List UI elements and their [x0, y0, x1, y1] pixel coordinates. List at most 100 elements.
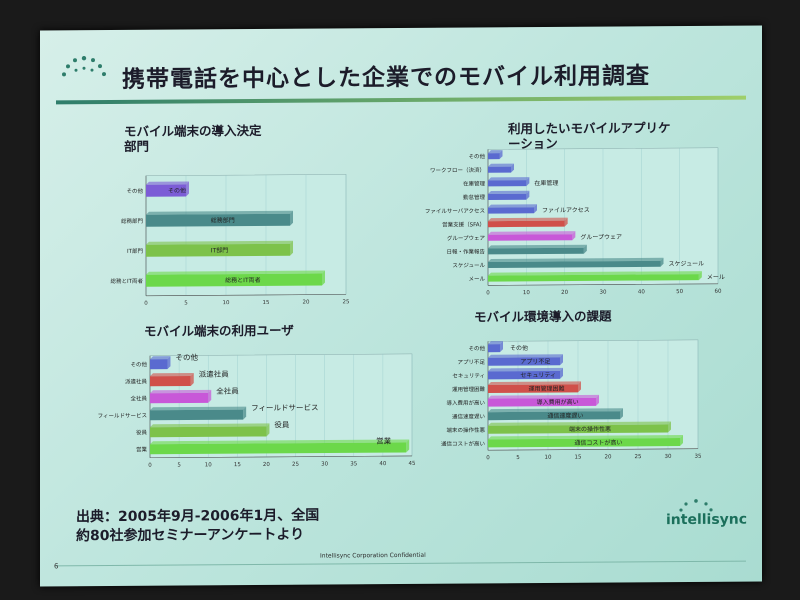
- data-label: 役員: [274, 419, 289, 429]
- bar-side-face: [668, 421, 671, 433]
- data-label: 端末の操作性悪: [569, 425, 611, 433]
- bar: [488, 424, 668, 434]
- y-tick-label: 総務部門: [121, 217, 143, 225]
- y-tick-label: セキュリティ: [452, 372, 485, 379]
- bar-side-face: [499, 150, 503, 160]
- source-note: 出典：2005年9月-2006年1月、全国 約80社参加セミナーアンケートより: [76, 507, 319, 547]
- bar: [150, 375, 191, 387]
- x-tick-label: 15: [575, 455, 582, 461]
- bar-side-face: [564, 217, 568, 227]
- data-label: 全社員: [216, 386, 239, 396]
- x-tick-label: 20: [605, 454, 612, 460]
- presentation-slide: 携帯電話を中心とした企業でのモバイル利用調査 モバイル端末の導入決定 部門 利用…: [40, 25, 762, 587]
- slide-title: 携帯電話を中心とした企業でのモバイル利用調査: [122, 63, 650, 93]
- bar-top-face: [488, 163, 514, 167]
- x-tick-label: 0: [486, 455, 490, 461]
- bar: [488, 411, 620, 421]
- bar: [488, 180, 527, 187]
- bar-top-face: [488, 217, 568, 222]
- bar: [150, 409, 244, 421]
- bar: [488, 357, 560, 366]
- bar-top-face: [150, 389, 212, 394]
- y-tick-label: 総務とIT両者: [111, 277, 144, 285]
- bar-top-face: [488, 150, 503, 154]
- bar-side-face: [572, 231, 576, 241]
- bar-side-face: [266, 423, 270, 437]
- bar-top-face: [488, 354, 563, 358]
- x-tick-label: 20: [263, 462, 270, 468]
- y-tick-label: スケジュール: [452, 262, 485, 269]
- data-label: その他: [168, 187, 186, 195]
- x-tick-label: 0: [148, 463, 152, 469]
- x-tick-label: 35: [695, 454, 702, 460]
- bar-side-face: [596, 394, 599, 406]
- x-tick-label: 40: [379, 461, 386, 467]
- x-tick-label: 50: [676, 289, 683, 295]
- chart-title-line: モバイル端末の利用ユーザ: [144, 322, 294, 339]
- bar: [146, 213, 290, 227]
- bar-top-face: [488, 341, 503, 345]
- chart-title-decision-dept: モバイル端末の導入決定 部門: [124, 123, 262, 154]
- brand-name: intellisync: [666, 511, 748, 529]
- bar: [488, 234, 573, 241]
- data-label: アプリ不足: [520, 358, 550, 365]
- data-label: 運用管理困難: [529, 384, 565, 392]
- y-tick-label: 在庫管理: [463, 179, 485, 187]
- chart-users: 0 5 10 15 20 25 30 35 40 45その他その他派遣社員派遣社員全社員全社員フィ…: [98, 352, 416, 469]
- x-tick-label: 25: [292, 462, 299, 468]
- x-tick-label: 30: [600, 290, 607, 296]
- bar-side-face: [534, 204, 537, 214]
- bar-top-face: [150, 439, 410, 445]
- bar-side-face: [680, 435, 683, 447]
- x-tick-label: 45: [409, 461, 416, 467]
- bar-top-face: [150, 423, 270, 428]
- x-tick-label: 15: [263, 300, 270, 305]
- bar: [488, 166, 511, 173]
- x-tick-label: 5: [516, 455, 520, 461]
- y-tick-label: 通信コストが高い: [441, 439, 485, 447]
- y-tick-label: 導入費用が高い: [446, 399, 485, 407]
- bar: [488, 153, 500, 160]
- y-tick-label: 運用管理困難: [452, 385, 485, 393]
- confidential-footer: Intellisync Corporation Confidential: [320, 551, 426, 560]
- y-tick-label: ファイルサーバアクセス: [425, 208, 485, 215]
- bar: [150, 359, 168, 370]
- y-tick-label: 営業支援（SFA）: [442, 220, 485, 228]
- x-tick-label: 10: [223, 300, 230, 305]
- bar-side-face: [560, 367, 563, 379]
- bar: [150, 392, 209, 404]
- data-label: メール: [707, 274, 725, 281]
- data-label: 在庫管理: [534, 179, 558, 187]
- bar-top-face: [488, 271, 702, 276]
- x-tick-label: 0: [144, 301, 148, 305]
- page-number: 6: [54, 562, 59, 571]
- y-tick-label: その他: [468, 344, 485, 352]
- data-label: 総務とIT両者: [225, 276, 260, 284]
- y-tick-label: その他: [126, 187, 143, 195]
- bar-top-face: [488, 257, 664, 262]
- source-line: 約80社参加セミナーアンケートより: [76, 526, 305, 545]
- x-tick-label: 0: [486, 290, 490, 296]
- x-tick-label: 10: [205, 462, 212, 468]
- bar-side-face: [167, 356, 171, 370]
- bar-top-face: [146, 240, 293, 245]
- title-divider: [56, 95, 746, 105]
- chart-title-users: モバイル端末の利用ユーザ: [144, 323, 294, 339]
- chart-title-line: 部門: [124, 138, 150, 154]
- data-label: スケジュール: [669, 260, 705, 267]
- bar-top-face: [150, 406, 247, 411]
- bar-side-face: [578, 381, 581, 393]
- y-tick-label: 全社員: [130, 394, 147, 402]
- y-tick-label: ワークフロー（決済）: [430, 166, 485, 174]
- x-tick-label: 5: [184, 300, 188, 305]
- x-tick-label: 25: [635, 454, 642, 460]
- x-tick-label: 30: [321, 462, 328, 468]
- bar: [488, 438, 680, 448]
- chart-title-line: モバイル端末の導入決定: [124, 122, 262, 139]
- bar-side-face: [526, 190, 530, 200]
- x-tick-label: 15: [234, 462, 241, 468]
- bar-top-face: [150, 356, 171, 360]
- data-label: 通信速度遅い: [547, 412, 583, 420]
